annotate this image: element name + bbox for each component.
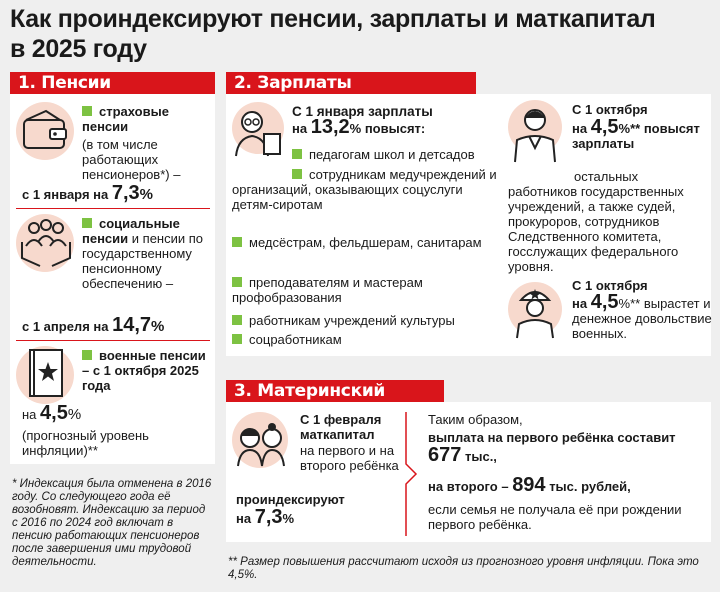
matcap-second-amount: на второго – 894 тыс. рублей, xyxy=(428,474,631,496)
salary-rate: на 13,2% повысят: xyxy=(292,116,426,138)
matcap-children: на первого и на второго ребёнка xyxy=(300,443,399,473)
insurance-pensions: страховые пенсии xyxy=(82,104,169,134)
soldier-icon xyxy=(516,289,554,339)
salary-item: сотрудникам медучреждений и организаций,… xyxy=(232,167,497,212)
wallet-icon xyxy=(23,109,67,149)
salary-heading: С 1 января зарплаты xyxy=(292,104,433,119)
teacher-icon xyxy=(235,111,281,157)
salary-item: медсёстрам, фельдшерам, санитарам xyxy=(232,235,502,250)
salary-item: преподавателям и мастерам профобразовани… xyxy=(232,275,423,305)
oct-desc-1: остальных работников государственных учр… xyxy=(508,169,684,274)
oct-rate-2: на 4,5%** вырастет и денежное довольстви… xyxy=(572,291,712,341)
salary-item: педагогам школ и детсадов xyxy=(292,147,502,162)
oct-heading-2: С 1 октября xyxy=(572,278,648,293)
matcap-date: С 1 февраля маткапитал xyxy=(300,412,382,442)
matcap-indexed: проиндексируют xyxy=(236,492,345,507)
matcap-summary: Таким образом, xyxy=(428,412,523,427)
children-icon xyxy=(237,423,285,467)
matcap-first: выплата на первого ребёнка составит xyxy=(428,430,676,445)
oct-heading-1: С 1 октября xyxy=(572,102,648,117)
military-rate: на 4,5% xyxy=(22,402,82,424)
matcap-first-amount: 677 тыс., xyxy=(428,444,497,466)
salary-item: соцработникам xyxy=(232,332,502,347)
military-note: (прогнозный уровень инфляции)** xyxy=(22,428,149,458)
insurance-date: с 1 января на 7,3% xyxy=(22,182,154,204)
social-date: с 1 апреля на 14,7% xyxy=(22,314,165,336)
page-title: Как проиндексируют пенсии, зарплаты и ма… xyxy=(10,5,656,63)
maternity-panel xyxy=(226,402,711,542)
oct-rate-1: на 4,5%** повысят зарплаты xyxy=(572,116,700,151)
divider-bracket xyxy=(405,412,418,536)
social-people-icon xyxy=(21,219,71,267)
section-1-label: 1. Пенсии xyxy=(10,72,215,95)
salary-item: работникам учреждений культуры xyxy=(232,313,502,328)
matcap-rate: на 7,3% xyxy=(236,506,295,528)
salaries-panel xyxy=(226,94,711,356)
footnote-2: ** Размер повышения рассчитают исходя из… xyxy=(228,556,699,581)
matcap-condition: если семья не получала её при рождении п… xyxy=(428,502,682,532)
insurance-pensions-note: (в том числе работающих пенсионеров*) – xyxy=(82,137,181,182)
military-pensions: военные пенсии – с 1 октября 2025 года xyxy=(82,348,206,393)
footnote-1: * Индексация была отменена в 2016 году. … xyxy=(12,478,212,568)
official-icon xyxy=(514,109,556,163)
social-pensions: социальные пенсии xyxy=(82,216,180,246)
military-book-icon xyxy=(29,349,63,397)
